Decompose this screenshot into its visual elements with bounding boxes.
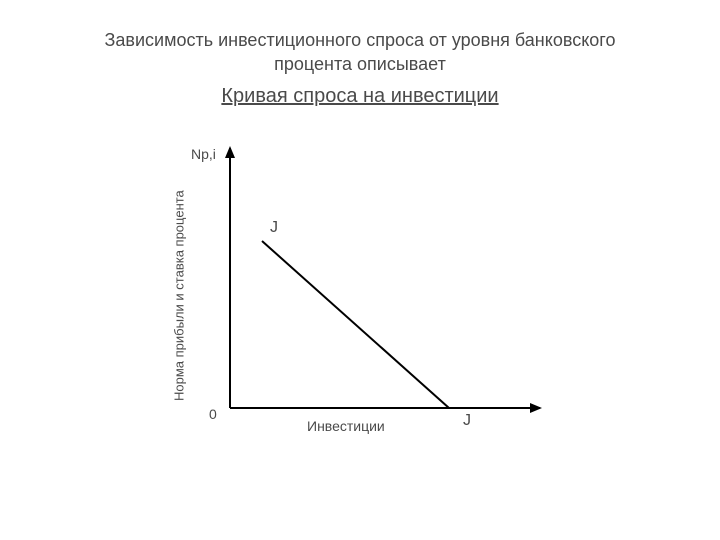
- page: Зависимость инвестиционного спроса от ур…: [0, 0, 720, 540]
- page-title: Зависимость инвестиционного спроса от ур…: [40, 28, 680, 77]
- y-axis-arrow-icon: [225, 146, 235, 158]
- origin-label: 0: [209, 406, 217, 422]
- x-axis-arrow-icon: [530, 403, 542, 413]
- title-line-1: Зависимость инвестиционного спроса от ур…: [105, 30, 616, 50]
- x-axis-title: Инвестиции: [307, 418, 385, 434]
- curve-end-label: J: [463, 412, 471, 430]
- demand-curve: [262, 241, 449, 408]
- page-subtitle: Кривая спроса на инвестиции: [0, 85, 720, 108]
- curve-start-label: J: [270, 219, 278, 237]
- y-axis-title: Норма прибыли и ставка процента: [172, 190, 187, 401]
- title-line-2: процента описывает: [274, 54, 446, 74]
- investment-demand-chart: Np,i 0 Норма прибыли и ставка процента И…: [145, 146, 575, 466]
- y-axis-top-label: Np,i: [191, 146, 216, 162]
